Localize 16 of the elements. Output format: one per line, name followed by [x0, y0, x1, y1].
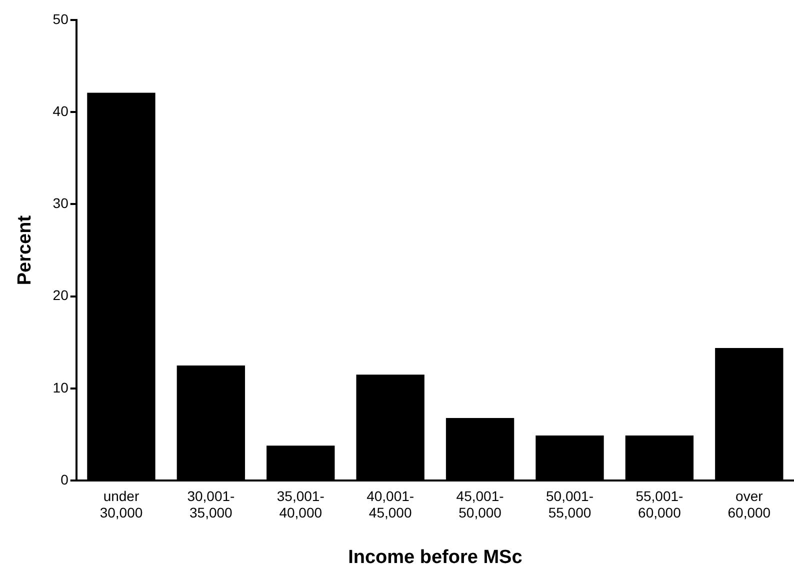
- x-tick-label: 50,001-55,000: [546, 488, 594, 521]
- y-axis-title: Percent: [14, 214, 36, 286]
- y-tick-label: 0: [60, 471, 69, 488]
- y-tick-label: 20: [52, 287, 69, 304]
- y-tick-label: 40: [52, 102, 69, 119]
- y-tick-label: 50: [52, 10, 69, 27]
- x-tick-label: 55,001-60,000: [636, 488, 684, 521]
- x-tick-label: 35,001-40,000: [276, 488, 325, 521]
- y-tick-label: 10: [52, 379, 69, 396]
- x-tick-label: 45,001-50,000: [456, 488, 504, 521]
- x-tick-label: 30,001-35,000: [187, 488, 236, 521]
- x-tick-label: over 60,000: [728, 488, 771, 521]
- x-tick-label: 40,001-45,000: [366, 488, 414, 521]
- y-tick-label: 30: [52, 195, 69, 212]
- x-axis-title: Income before MSc: [348, 546, 523, 568]
- x-tick-label: under 30,000: [100, 488, 143, 521]
